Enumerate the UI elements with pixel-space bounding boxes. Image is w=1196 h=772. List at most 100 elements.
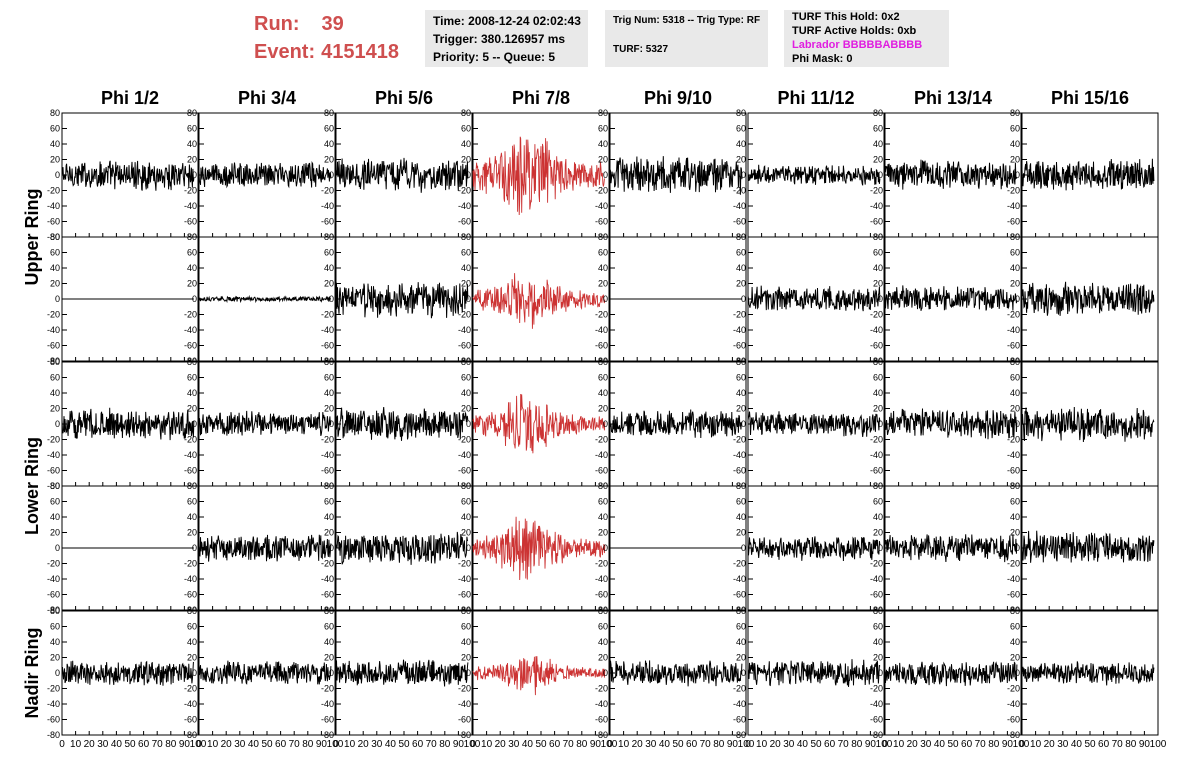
y-tick-label: 60 xyxy=(1010,497,1020,507)
y-tick-label: 60 xyxy=(461,124,471,134)
y-tick-label: 60 xyxy=(736,497,746,507)
y-tick-label: 80 xyxy=(50,606,60,616)
y-tick-label: 20 xyxy=(736,653,746,663)
x-tick-label: 40 xyxy=(385,739,397,750)
x-tick-label: 40 xyxy=(248,739,260,750)
y-tick-label: 40 xyxy=(873,637,883,647)
y-tick-label: 40 xyxy=(461,388,471,398)
x-tick-label: 80 xyxy=(988,739,1000,750)
x-tick-label: 10 xyxy=(1030,739,1042,750)
x-tick-label: 0 xyxy=(882,739,888,750)
waveform-trace xyxy=(198,410,332,436)
y-tick-label: -60 xyxy=(184,341,197,351)
y-tick-label: -40 xyxy=(870,201,883,211)
y-tick-label: 0 xyxy=(192,170,197,180)
x-tick-label: 60 xyxy=(138,739,150,750)
trig-info-box: Trig Num: 5318 -- Trig Type: RF TURF: 53… xyxy=(605,10,768,67)
y-tick-label: 80 xyxy=(50,481,60,491)
y-tick-label: 20 xyxy=(1010,279,1020,289)
waveform-trace xyxy=(472,656,606,696)
y-tick-label: -80 xyxy=(47,481,60,491)
y-tick-label: 80 xyxy=(187,357,197,367)
y-tick-label: -60 xyxy=(458,466,471,476)
y-tick-label: -80 xyxy=(870,605,883,615)
y-tick-label: -20 xyxy=(1007,559,1020,569)
y-tick-label: 20 xyxy=(461,155,471,165)
y-tick-label: 60 xyxy=(1010,248,1020,258)
x-tick-label: 0 xyxy=(607,739,613,750)
y-tick-label: 60 xyxy=(187,124,197,134)
y-tick-label: -60 xyxy=(1007,466,1020,476)
y-tick-label: 0 xyxy=(466,543,471,553)
y-tick-label: -60 xyxy=(47,341,60,351)
y-tick-label: 20 xyxy=(598,155,608,165)
y-tick-label: 0 xyxy=(1015,294,1020,304)
x-tick-label: 10 xyxy=(481,739,493,750)
y-tick-label: -40 xyxy=(870,699,883,709)
y-tick-label: -80 xyxy=(184,730,197,740)
y-tick-label: -60 xyxy=(595,217,608,227)
x-tick-label: 90 xyxy=(316,739,328,750)
x-tick-label: 90 xyxy=(865,739,877,750)
x-tick-label: 20 xyxy=(632,739,644,750)
y-tick-label: 40 xyxy=(187,512,197,522)
y-tick-label: 80 xyxy=(324,108,334,118)
y-tick-label: -80 xyxy=(184,356,197,366)
waveform-trace xyxy=(335,531,469,565)
waveform-trace xyxy=(335,282,469,319)
y-tick-label: 40 xyxy=(187,637,197,647)
y-tick-label: 80 xyxy=(461,481,471,491)
y-tick-label: 40 xyxy=(461,637,471,647)
y-tick-label: 60 xyxy=(324,497,334,507)
x-tick-label: 10 xyxy=(618,739,630,750)
y-tick-label: -60 xyxy=(1007,590,1020,600)
x-tick-label: 0 xyxy=(745,739,751,750)
y-tick-label: 40 xyxy=(736,637,746,647)
y-tick-label: 20 xyxy=(187,653,197,663)
y-tick-label: -60 xyxy=(870,341,883,351)
time-text: Time: 2008-12-24 02:02:43 xyxy=(433,14,581,28)
y-tick-label: -20 xyxy=(458,186,471,196)
y-tick-label: 0 xyxy=(1015,543,1020,553)
x-tick-label: 60 xyxy=(412,739,424,750)
x-tick-label: 60 xyxy=(961,739,973,750)
x-tick-label: 50 xyxy=(124,739,136,750)
y-tick-label: 80 xyxy=(187,108,197,118)
x-tick-label: 80 xyxy=(851,739,863,750)
x-tick-label: 100 xyxy=(1150,739,1167,750)
y-tick-label: 60 xyxy=(736,124,746,134)
y-tick-label: 40 xyxy=(736,139,746,149)
y-tick-label: 40 xyxy=(736,388,746,398)
y-tick-label: -20 xyxy=(733,310,746,320)
y-tick-label: 20 xyxy=(736,528,746,538)
y-tick-label: 60 xyxy=(736,622,746,632)
waveform-trace xyxy=(335,406,469,441)
y-tick-label: -20 xyxy=(458,435,471,445)
y-tick-label: 80 xyxy=(324,357,334,367)
waveform-trace xyxy=(472,393,606,454)
y-tick-label: -80 xyxy=(321,356,334,366)
y-tick-label: 60 xyxy=(598,124,608,134)
y-tick-label: -60 xyxy=(47,217,60,227)
waveform-trace xyxy=(1021,661,1155,686)
y-tick-label: -40 xyxy=(733,325,746,335)
y-tick-label: -20 xyxy=(595,559,608,569)
waveform-trace xyxy=(1021,158,1155,191)
y-tick-label: -40 xyxy=(458,699,471,709)
y-tick-label: -20 xyxy=(321,186,334,196)
y-tick-label: 80 xyxy=(324,232,334,242)
x-tick-label: 50 xyxy=(672,739,684,750)
y-tick-label: 60 xyxy=(598,497,608,507)
y-tick-label: 60 xyxy=(187,497,197,507)
y-tick-label: 80 xyxy=(598,481,608,491)
